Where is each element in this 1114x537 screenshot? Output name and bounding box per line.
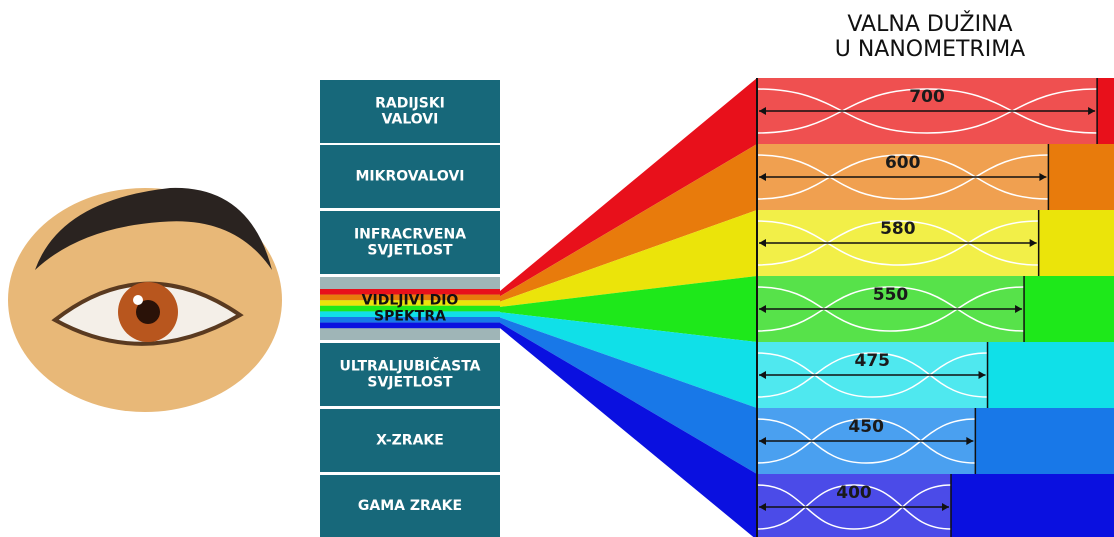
wavelength-label: 450 bbox=[848, 417, 884, 437]
title-line: VALNA DUŽINA bbox=[847, 11, 1012, 37]
wavelength-label: 475 bbox=[855, 351, 891, 371]
wavelength-label: 600 bbox=[885, 153, 921, 173]
box-label: RADIJSKI bbox=[375, 96, 445, 112]
title-line: U NANOMETRIMA bbox=[835, 37, 1026, 62]
wavelength-label: 550 bbox=[873, 285, 909, 305]
eye bbox=[8, 188, 282, 412]
wavelength-label: 580 bbox=[880, 219, 916, 239]
infographic: VALNA DUŽINA U NANOMETRIMA RADIJSKIVALOV… bbox=[0, 0, 1114, 537]
box-label: MIKROVALOVI bbox=[355, 169, 464, 185]
box-label: SPEKTRA bbox=[374, 309, 446, 325]
box-label: SVJETLOST bbox=[367, 375, 453, 391]
box-label: VIDLJIVI DIO bbox=[362, 293, 459, 309]
wavelength-label: 700 bbox=[909, 87, 945, 107]
light-fan bbox=[500, 78, 757, 537]
box-label: ULTRALJUBIČASTA bbox=[339, 357, 480, 375]
wavelength-bands: 700 600 580 550 475 450 400 bbox=[757, 78, 1114, 537]
eye-highlight bbox=[133, 295, 143, 305]
box-label: GAMA ZRAKE bbox=[358, 498, 462, 514]
box-label: X-ZRAKE bbox=[376, 433, 444, 449]
box-label: INFRACRVENA bbox=[354, 227, 466, 243]
box-label: SVJETLOST bbox=[367, 243, 453, 259]
spectrum-boxes: RADIJSKIVALOVIMIKROVALOVIINFRACRVENASVJE… bbox=[320, 80, 500, 537]
wavelength-label: 400 bbox=[836, 483, 872, 503]
box-label: VALOVI bbox=[382, 112, 439, 128]
